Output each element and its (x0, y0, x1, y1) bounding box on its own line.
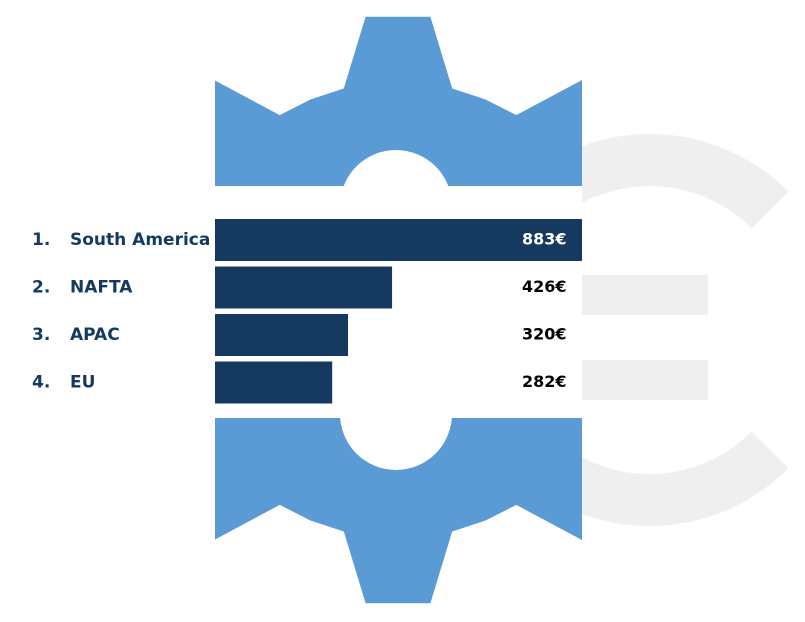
category-label: EU (70, 373, 95, 393)
bar (215, 219, 582, 261)
value-label: 320€ (522, 325, 567, 344)
rank-label: 1. (32, 230, 50, 250)
rows: 1. South America 883€ 2. NAFTA 426€ 3. APAC 320€… (32, 219, 582, 404)
rank-label: 3. (32, 325, 50, 345)
rank-label: 4. (32, 373, 50, 393)
category-label: APAC (70, 325, 120, 345)
bar (215, 266, 393, 309)
bar (215, 314, 349, 356)
category-label: South America (70, 230, 210, 250)
category-label: NAFTA (70, 278, 133, 298)
value-label: 883€ (522, 230, 567, 249)
rank-label: 2. (32, 278, 50, 298)
value-label: 426€ (522, 277, 567, 296)
value-label: 282€ (522, 372, 567, 391)
bar (215, 361, 333, 404)
